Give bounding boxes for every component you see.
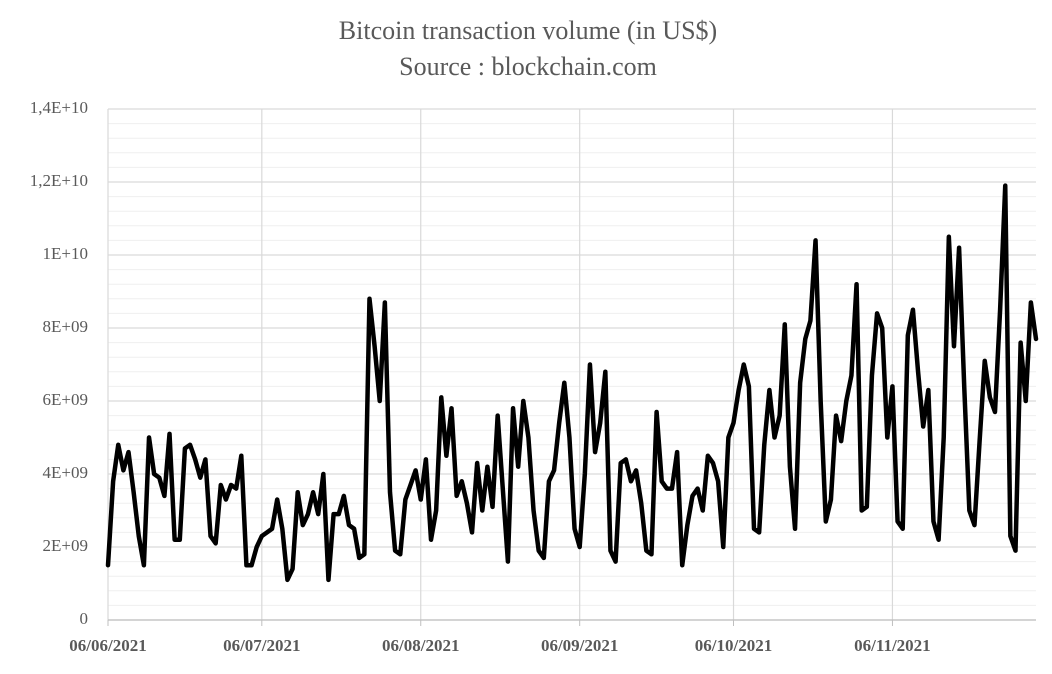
- data-line: [105, 183, 1039, 583]
- x-tick-label: 06/08/2021: [382, 636, 459, 655]
- y-tick-label: 1,2E+10: [30, 171, 88, 190]
- y-tick-label: 1,4E+10: [30, 98, 88, 117]
- y-tick-label: 1E+10: [43, 244, 88, 263]
- x-tick-label: 06/11/2021: [854, 636, 931, 655]
- chart-subtitle: Source : blockchain.com: [399, 52, 657, 81]
- x-tick-label: 06/10/2021: [695, 636, 772, 655]
- y-tick-label: 4E+09: [43, 463, 88, 482]
- y-tick-label: 0: [80, 609, 89, 628]
- y-tick-label: 2E+09: [43, 536, 88, 555]
- y-tick-label: 8E+09: [43, 317, 88, 336]
- x-tick-label: 06/09/2021: [541, 636, 618, 655]
- x-tick-label: 06/07/2021: [223, 636, 300, 655]
- x-tick-label: 06/06/2021: [69, 636, 146, 655]
- y-tick-label: 6E+09: [43, 390, 88, 409]
- chart-title: Bitcoin transaction volume (in US$): [339, 16, 717, 45]
